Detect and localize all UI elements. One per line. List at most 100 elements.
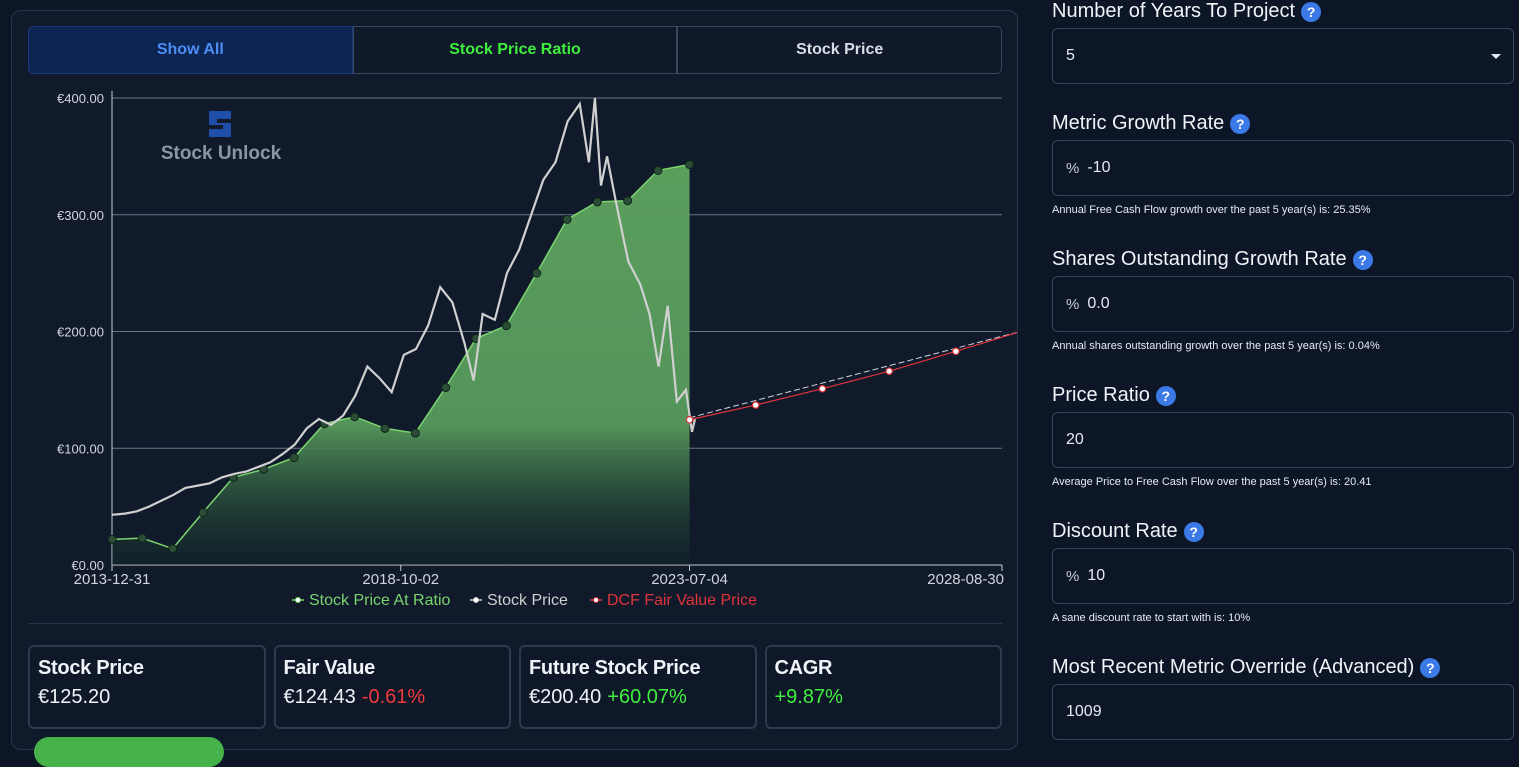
x-tick-label: 2023-07-04	[651, 571, 728, 588]
input-value: 10	[1087, 567, 1106, 584]
y-tick-label: €0.00	[71, 558, 104, 573]
tab-stock-price-ratio[interactable]: Stock Price Ratio	[352, 26, 678, 74]
chevron-down-icon	[1491, 54, 1501, 59]
dcf-point	[685, 415, 694, 424]
divider	[28, 623, 1002, 624]
input-value: 1009	[1066, 703, 1102, 720]
price-chart: Stock Unlock €0.00 €100.00 €200.00 €300.00 €…	[57, 91, 1017, 609]
price-ratio-hint: Average Price to Free Cash Flow over the…	[1052, 476, 1372, 488]
green-action-button[interactable]	[34, 737, 224, 767]
ratio-point	[653, 165, 663, 175]
legend-label: Stock Price	[487, 592, 568, 609]
dcf-point	[818, 384, 827, 393]
label-text: Discount Rate	[1052, 520, 1178, 542]
x-tick-label: 2013-12-31	[74, 571, 151, 588]
ratio-point	[107, 534, 117, 544]
ratio-point	[623, 196, 633, 206]
percent-prefix: %	[1066, 567, 1080, 585]
stock-price-line	[111, 97, 697, 516]
ratio-point	[289, 453, 299, 463]
help-icon[interactable]: ?	[1301, 1, 1322, 22]
stat-boxes: Stock Price €125.20 Fair Value €124.43 -0…	[28, 645, 1002, 729]
ratio-point	[592, 197, 602, 207]
dcf-line	[689, 331, 1017, 421]
help-icon[interactable]: ?	[1420, 657, 1441, 678]
chart-tabs: Show All Stock Price Ratio Stock Price	[28, 26, 1003, 74]
label-text: Metric Growth Rate	[1052, 112, 1225, 134]
ratio-point	[532, 268, 542, 278]
label-text: Shares Outstanding Growth Rate	[1052, 248, 1347, 270]
legend-marker	[593, 597, 599, 603]
dcf-point	[885, 367, 893, 375]
tab-show-all[interactable]: Show All	[28, 26, 353, 74]
stat-fair-value: Fair Value €124.43 -0.61%	[273, 645, 511, 729]
watermark-text: Stock Unlock	[161, 143, 282, 164]
ratio-point	[198, 507, 208, 517]
dcf-point	[751, 401, 760, 409]
chart-legend: Stock Price At Ratio Stock Price DCF Fair …	[292, 592, 757, 609]
legend-marker	[473, 597, 479, 603]
ratio-point	[137, 533, 147, 543]
dcf-point	[952, 347, 960, 356]
ratio-point	[168, 544, 178, 554]
discount-rate-hint: A sane discount rate to start with is: 1…	[1052, 612, 1251, 624]
years-label: Number of Years To Project ?	[1052, 0, 1322, 23]
price-ratio-label: Price Ratio ?	[1052, 384, 1176, 407]
metric-growth-input[interactable]: % -10	[1052, 140, 1514, 196]
metric-growth-hint: Annual Free Cash Flow growth over the pa…	[1052, 204, 1371, 216]
shares-growth-label: Shares Outstanding Growth Rate ?	[1052, 248, 1373, 271]
help-icon[interactable]: ?	[1352, 249, 1373, 270]
legend-label: Stock Price At Ratio	[309, 592, 450, 609]
price-ratio-input[interactable]: 20	[1052, 412, 1514, 468]
stat-title: Future Stock Price	[529, 657, 701, 679]
stat-title: CAGR	[774, 657, 833, 679]
legend-marker	[295, 597, 301, 603]
chart-card: Show All Stock Price Ratio Stock Price S…	[11, 10, 1018, 767]
input-value: -10	[1087, 159, 1111, 176]
stat-value: +9.87%	[774, 686, 843, 708]
discount-rate-input[interactable]: % 10	[1052, 548, 1514, 604]
stat-value: €125.20	[38, 686, 111, 708]
percent-prefix: %	[1066, 159, 1080, 177]
stat-title: Stock Price	[38, 657, 144, 679]
ratio-point	[501, 321, 511, 331]
label-text: Number of Years To Project	[1052, 0, 1296, 22]
label-text: Most Recent Metric Override (Advanced)	[1052, 656, 1415, 678]
tab-stock-price[interactable]: Stock Price	[677, 26, 1003, 74]
ratio-point	[441, 383, 451, 393]
input-value: 20	[1066, 431, 1084, 448]
projection-line	[689, 331, 1017, 419]
y-tick-label: €400.00	[57, 91, 104, 106]
percent-prefix: %	[1066, 295, 1080, 313]
stat-future-stock-price: Future Stock Price €200.40 +60.07%	[519, 645, 757, 729]
stat-title: Fair Value	[283, 657, 376, 679]
shares-growth-input[interactable]: % 0.0	[1052, 276, 1514, 332]
stat-cagr: CAGR +9.87%	[764, 645, 1002, 729]
x-tick-label: 2028-08-30	[927, 571, 1004, 588]
select-value: 5	[1066, 47, 1075, 64]
y-tick-label: €300.00	[57, 208, 104, 223]
years-select[interactable]: 5	[1052, 28, 1514, 84]
ratio-point	[685, 160, 695, 170]
ratio-point	[380, 423, 390, 433]
ratio-area	[112, 164, 690, 566]
ratio-point	[410, 428, 420, 438]
help-icon[interactable]: ?	[1230, 113, 1251, 134]
label-text: Price Ratio	[1052, 384, 1150, 406]
x-tick-label: 2018-10-02	[362, 571, 439, 588]
legend-label: DCF Fair Value Price	[607, 592, 757, 609]
ratio-line	[111, 163, 690, 550]
metric-override-input[interactable]: 1009	[1052, 684, 1514, 740]
y-tick-label: €100.00	[57, 441, 104, 456]
ratio-point	[562, 214, 572, 224]
input-value: 0.0	[1087, 295, 1110, 312]
metric-override-label: Most Recent Metric Override (Advanced) ?	[1052, 656, 1441, 679]
help-icon[interactable]: ?	[1155, 385, 1176, 406]
shares-growth-hint: Annual shares outstanding growth over th…	[1052, 340, 1380, 352]
discount-rate-label: Discount Rate ?	[1052, 520, 1204, 543]
metric-growth-label: Metric Growth Rate ?	[1052, 112, 1251, 135]
help-icon[interactable]: ?	[1183, 521, 1204, 542]
stock-unlock-logo: Stock Unlock	[161, 111, 282, 164]
stat-stock-price: Stock Price €125.20	[28, 645, 266, 729]
stat-value: €124.43	[283, 686, 356, 708]
